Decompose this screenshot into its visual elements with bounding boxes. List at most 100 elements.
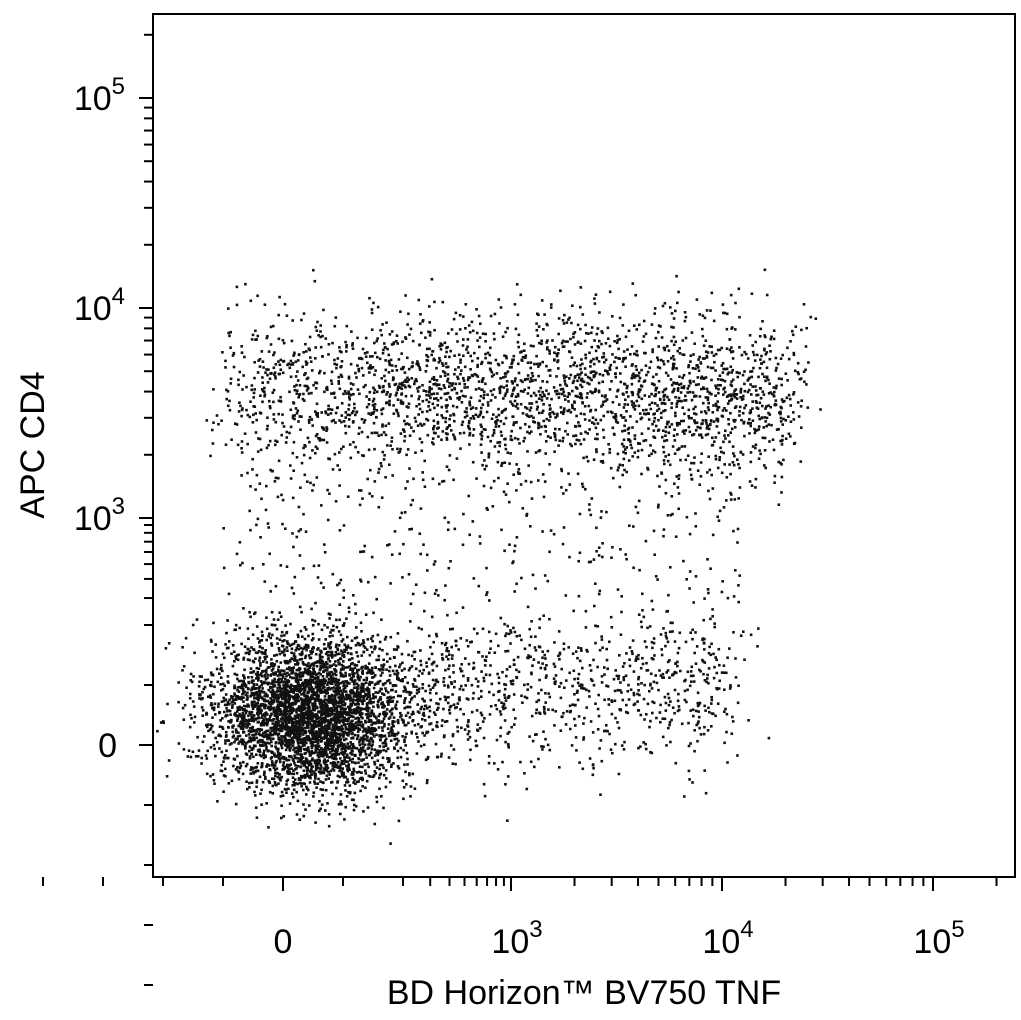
event-dot	[222, 682, 225, 686]
event-dot	[335, 737, 338, 741]
event-dot	[242, 691, 245, 695]
event-dot	[220, 676, 223, 679]
event-dot	[286, 661, 290, 665]
event-dot	[260, 672, 263, 675]
event-dot	[335, 652, 339, 656]
event-dot	[287, 755, 291, 758]
event-dot	[332, 703, 336, 707]
event-dot	[293, 750, 297, 753]
event-dot	[248, 781, 251, 785]
event-dot	[332, 702, 335, 705]
event-dot	[195, 618, 199, 621]
event-dot	[286, 778, 290, 782]
event-dot	[345, 693, 348, 697]
event-dot	[475, 744, 479, 747]
event-dot	[226, 675, 230, 678]
event-dot	[261, 634, 264, 638]
event-dot	[299, 678, 303, 681]
event-dot	[284, 710, 288, 714]
event-dot	[580, 649, 583, 652]
event-dot	[229, 721, 232, 724]
event-dot	[260, 728, 264, 731]
event-dot	[315, 676, 318, 680]
event-dot	[397, 721, 400, 725]
event-dot	[215, 667, 219, 671]
event-dot	[496, 672, 499, 676]
event-dot	[353, 761, 357, 764]
event-dot	[259, 703, 263, 706]
event-dot	[268, 768, 272, 772]
event-dot	[651, 608, 655, 611]
event-dot	[375, 658, 378, 662]
event-dot	[306, 672, 310, 676]
event-dot	[224, 742, 227, 745]
event-dot	[366, 762, 369, 766]
event-dot	[271, 784, 275, 788]
event-dot	[314, 730, 318, 733]
event-dot	[600, 759, 604, 763]
event-dot	[668, 630, 672, 634]
event-dot	[360, 738, 364, 742]
event-dot	[534, 649, 538, 652]
event-dot	[290, 651, 293, 655]
event-dot	[483, 794, 487, 798]
event-dot	[412, 712, 415, 715]
event-dot	[371, 712, 375, 716]
event-dot	[553, 665, 557, 668]
event-dot	[315, 759, 318, 763]
event-dot	[321, 655, 324, 659]
event-dot	[281, 651, 284, 654]
event-dot	[317, 721, 321, 725]
event-dot	[245, 762, 249, 766]
event-dot	[378, 787, 381, 791]
event-dot	[600, 675, 604, 678]
event-dot	[283, 739, 287, 743]
event-dot	[270, 644, 274, 647]
event-dot	[334, 718, 338, 722]
event-dot	[362, 738, 365, 742]
event-dot	[382, 693, 386, 697]
event-dot	[512, 626, 515, 630]
event-dot	[382, 663, 386, 666]
event-dot	[273, 663, 277, 666]
event-dot	[238, 626, 241, 630]
event-dot	[320, 726, 323, 729]
event-dot	[391, 729, 394, 732]
event-dot	[419, 649, 422, 652]
event-dot	[321, 675, 325, 678]
event-dot	[312, 751, 316, 755]
event-dot	[394, 706, 397, 709]
event-dot	[211, 707, 214, 710]
event-dot	[272, 664, 276, 668]
event-dot	[225, 707, 228, 710]
event-dot	[403, 724, 407, 727]
event-dot	[350, 715, 353, 718]
event-dot	[367, 688, 371, 691]
event-dot	[403, 706, 406, 710]
event-dot	[238, 714, 242, 718]
event-dot	[608, 732, 611, 736]
event-dot	[691, 781, 694, 784]
event-dot	[282, 725, 285, 728]
event-dot	[205, 724, 208, 727]
event-dot	[257, 650, 261, 653]
event-dot	[418, 711, 421, 714]
event-dot	[237, 686, 240, 689]
event-dot	[324, 788, 328, 792]
event-dot	[627, 683, 630, 687]
event-dot	[269, 690, 272, 693]
event-dot	[294, 679, 298, 683]
event-dot	[295, 711, 298, 714]
event-dot	[349, 690, 352, 693]
event-dot	[730, 732, 734, 735]
event-dot	[343, 648, 346, 652]
event-dot	[335, 618, 338, 622]
event-dot	[241, 711, 245, 715]
event-dot	[673, 711, 676, 715]
event-dot	[334, 739, 338, 742]
event-dot	[290, 688, 293, 691]
event-dot	[344, 775, 348, 779]
event-dot	[582, 738, 585, 741]
event-dot	[605, 684, 608, 688]
event-dot	[339, 757, 342, 760]
